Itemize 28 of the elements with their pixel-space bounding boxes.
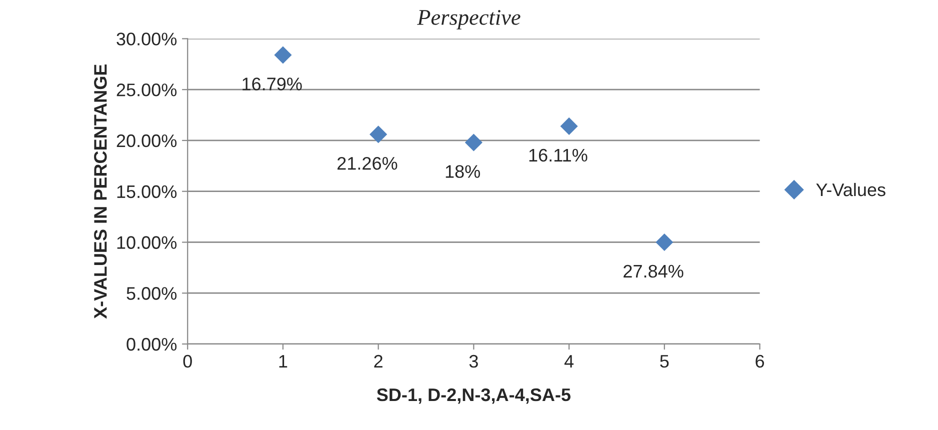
x-tick-label: 3 [469, 354, 478, 368]
annotation: 27.84% [624, 264, 684, 278]
x-tick-label: 1 [279, 355, 288, 368]
x-tick-label: 0 [183, 354, 192, 368]
x-axis-title: SD-1, D-2,N-3,A-4,SA-5 [376, 388, 571, 404]
point [370, 126, 388, 144]
point [464, 134, 482, 152]
chart-title: Perspective [417, 10, 520, 30]
legend-label: Y-Values [816, 182, 886, 196]
y-tick-label: 15.00% [117, 185, 177, 198]
point [560, 117, 578, 136]
y-tick-label: 25.00% [116, 84, 177, 96]
y-tick-label: 0.00% [126, 338, 177, 351]
y-axis-title: X-VALUES IN PERCENTANGE [94, 64, 107, 319]
annotation: 16.11% [529, 148, 588, 162]
x-tick-label: 6 [756, 354, 764, 368]
y-tick-label: 5.00% [126, 287, 177, 300]
annotation: 16.79% [242, 78, 302, 90]
x-tick-label: 5 [660, 355, 669, 368]
y-tick-label: 20.00% [116, 134, 177, 148]
y-tick-label: 30.00% [116, 32, 177, 46]
y-tick-label: 10.00% [117, 236, 177, 249]
annotation: 18% [446, 165, 480, 178]
point [656, 233, 674, 252]
annotation: 21.26% [338, 156, 398, 170]
point [274, 46, 292, 64]
x-tick-label: 2 [374, 354, 382, 368]
x-tick-label: 4 [564, 355, 574, 368]
